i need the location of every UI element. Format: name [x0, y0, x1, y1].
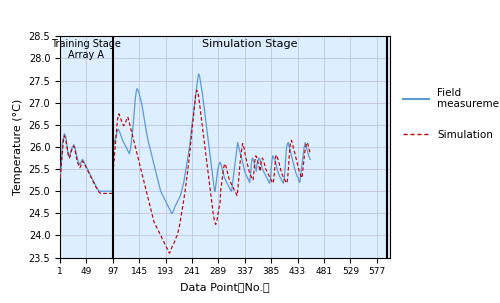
Legend: Field
measurement, Simulation: Field measurement, Simulation [398, 83, 500, 144]
Y-axis label: Temperature (°C): Temperature (°C) [13, 99, 23, 195]
Text: Simulation Stage: Simulation Stage [202, 38, 298, 48]
X-axis label: Data Point（No.）: Data Point（No.） [180, 282, 270, 292]
Text: Training Stage
Array A: Training Stage Array A [52, 38, 122, 60]
